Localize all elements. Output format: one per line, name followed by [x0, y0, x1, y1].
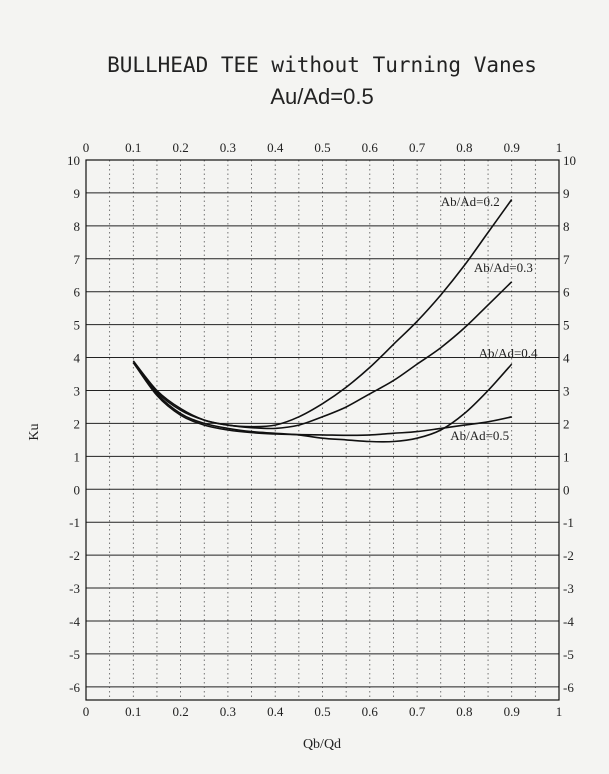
y-tick-label-left: -2 [69, 548, 80, 563]
x-tick-label-bottom: 0.8 [456, 704, 472, 719]
y-tick-label-right: 6 [563, 285, 570, 300]
series-group [132, 199, 513, 443]
curve-label-2: Ab/Ad=0.3 [474, 260, 533, 275]
curve-label-1: Ab/Ad=0.2 [441, 194, 500, 209]
y-tick-label-right: -6 [563, 680, 574, 695]
y-tick-label-left: 7 [74, 252, 81, 267]
x-tick-label-top: 0.5 [314, 140, 330, 155]
y-tick-label-right: 0 [563, 482, 570, 497]
x-tick-label-bottom: 0.2 [172, 704, 188, 719]
x-tick-label-top: 0.3 [220, 140, 236, 155]
x-axis-label: Qb/Qd [303, 737, 341, 752]
y-tick-label-right: 9 [563, 186, 570, 201]
x-tick-label-bottom: 0.1 [125, 704, 141, 719]
series-line-2 [132, 281, 513, 430]
y-tick-label-left: 1 [74, 449, 81, 464]
x-tick-label-top: 0.1 [125, 140, 141, 155]
chart-subtitle: Au/Ad=0.5 [270, 84, 373, 109]
x-tick-label-bottom: 0.7 [409, 704, 426, 719]
plot-frame [85, 159, 560, 701]
y-tick-label-right: 4 [563, 351, 570, 366]
x-tick-label-top: 0.9 [504, 140, 520, 155]
x-tick-label-bottom: 0.3 [220, 704, 236, 719]
y-tick-label-left: -4 [69, 614, 80, 629]
y-tick-label-right: -1 [563, 515, 574, 530]
y-tick-label-right: 5 [563, 318, 570, 333]
x-tick-label-bottom: 0.9 [504, 704, 520, 719]
x-tick-label-bottom: 0.5 [314, 704, 330, 719]
chart-title: BULLHEAD TEE without Turning Vanes [107, 53, 537, 77]
annotation-group: Ab/Ad=0.2 Ab/Ad=0.3 Ab/Ad=0.4 Ab/Ad=0.5 [441, 194, 538, 443]
x-tick-label-top: 0.7 [409, 140, 426, 155]
y-tick-label-right: 8 [563, 219, 570, 234]
y-tick-label-left: 2 [74, 416, 81, 431]
y-tick-label-left: -3 [69, 581, 80, 596]
y-axis-label: Ku [27, 423, 42, 440]
y-tick-label-left: -6 [69, 680, 80, 695]
y-tick-label-right: 7 [563, 252, 570, 267]
y-tick-label-left: 4 [74, 351, 81, 366]
y-tick-label-right: 3 [563, 383, 570, 398]
x-ticks-bottom: 0 0.1 0.2 0.3 0.4 0.5 0.6 0.7 0.8 0.9 1 [83, 704, 563, 719]
y-tick-label-right: 10 [563, 153, 576, 168]
x-tick-label-bottom: 0.4 [267, 704, 284, 719]
y-tick-label-left: 8 [74, 219, 81, 234]
y-tick-label-left: -1 [69, 515, 80, 530]
x-tick-label-top: 0.2 [172, 140, 188, 155]
x-tick-label-bottom: 0.6 [362, 704, 379, 719]
y-tick-label-left: 10 [67, 153, 80, 168]
x-tick-label-top: 0.8 [456, 140, 472, 155]
series-line-4 [132, 362, 512, 437]
x-ticks-top: 0 0.1 0.2 0.3 0.4 0.5 0.6 0.7 0.8 0.9 1 [83, 140, 563, 155]
x-tick-label-top: 0.6 [362, 140, 379, 155]
y-tick-label-left: -5 [69, 647, 80, 662]
y-tick-label-right: -4 [563, 614, 574, 629]
y-tick-label-left: 9 [74, 186, 81, 201]
y-tick-label-right: 2 [563, 416, 570, 431]
curve-label-4: Ab/Ad=0.5 [450, 428, 509, 443]
y-tick-label-left: 6 [74, 285, 81, 300]
series-line-3 [132, 362, 513, 443]
x-tick-label-top: 1 [556, 140, 563, 155]
y-tick-label-left: 5 [74, 318, 81, 333]
y-tick-label-left: 0 [74, 482, 81, 497]
grid [86, 159, 559, 700]
x-tick-label-top: 0.4 [267, 140, 284, 155]
y-tick-label-right: -5 [563, 647, 574, 662]
y-tick-label-right: -2 [563, 548, 574, 563]
x-tick-label-bottom: 0 [83, 704, 90, 719]
y-tick-label-right: 1 [563, 449, 570, 464]
curve-label-3: Ab/Ad=0.4 [479, 346, 538, 361]
x-tick-label-bottom: 1 [556, 704, 563, 719]
y-tick-label-left: 3 [74, 383, 81, 398]
y-tick-label-right: -3 [563, 581, 574, 596]
x-tick-label-top: 0 [83, 140, 90, 155]
